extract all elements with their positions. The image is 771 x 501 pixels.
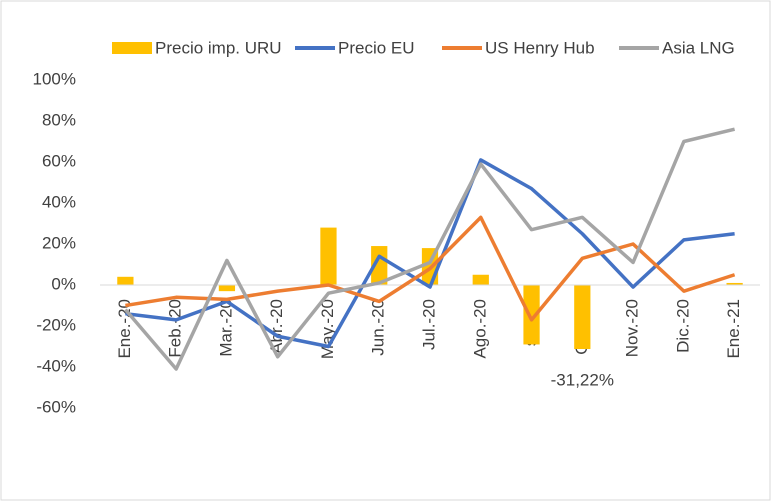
x-tick-label: Feb.-20	[166, 299, 185, 358]
x-tick-label: Mar.-20	[216, 299, 235, 357]
x-tick-label: Ene.-21	[724, 299, 743, 359]
bar	[371, 246, 388, 285]
x-tick-label: Nov.-20	[623, 299, 642, 357]
bar	[117, 276, 134, 285]
x-tick-label: May.-20	[318, 299, 337, 359]
y-tick-label: -20%	[36, 315, 76, 334]
line	[125, 158, 735, 349]
legend-swatch	[295, 46, 335, 50]
legend-swatch	[619, 46, 659, 50]
legend-swatch	[442, 46, 482, 50]
x-tick-label: Abr.-20	[267, 299, 286, 354]
bar	[218, 285, 236, 292]
x-tick-label: Dic.-20	[673, 299, 692, 353]
legend-label: Precio imp. URU	[155, 38, 282, 57]
y-tick-label: 20%	[42, 233, 76, 252]
x-tick-label: Jul.-20	[419, 299, 438, 350]
legend-swatch	[112, 42, 152, 54]
legend-label: US Henry Hub	[485, 38, 595, 57]
bar	[574, 285, 591, 350]
y-tick-label: 40%	[42, 192, 76, 211]
data-label: -31,22%	[551, 370, 614, 389]
bar	[320, 227, 337, 285]
line	[125, 215, 736, 322]
y-tick-label: 80%	[42, 110, 76, 129]
legend-label: Asia LNG	[662, 38, 735, 57]
y-tick-label: -40%	[36, 356, 76, 375]
y-tick-label: 0%	[51, 274, 76, 293]
bar	[472, 274, 489, 285]
bar	[726, 282, 743, 285]
y-tick-label: -60%	[36, 397, 76, 416]
bar	[523, 285, 540, 345]
line	[124, 127, 736, 371]
y-tick-label: 100%	[33, 69, 76, 88]
x-tick-label: Jun.-20	[369, 299, 388, 356]
x-tick-label: Ene.-20	[115, 299, 134, 359]
legend-label: Precio EU	[338, 38, 415, 57]
y-tick-label: 60%	[42, 151, 76, 170]
x-tick-label: Ago.-20	[470, 299, 489, 359]
